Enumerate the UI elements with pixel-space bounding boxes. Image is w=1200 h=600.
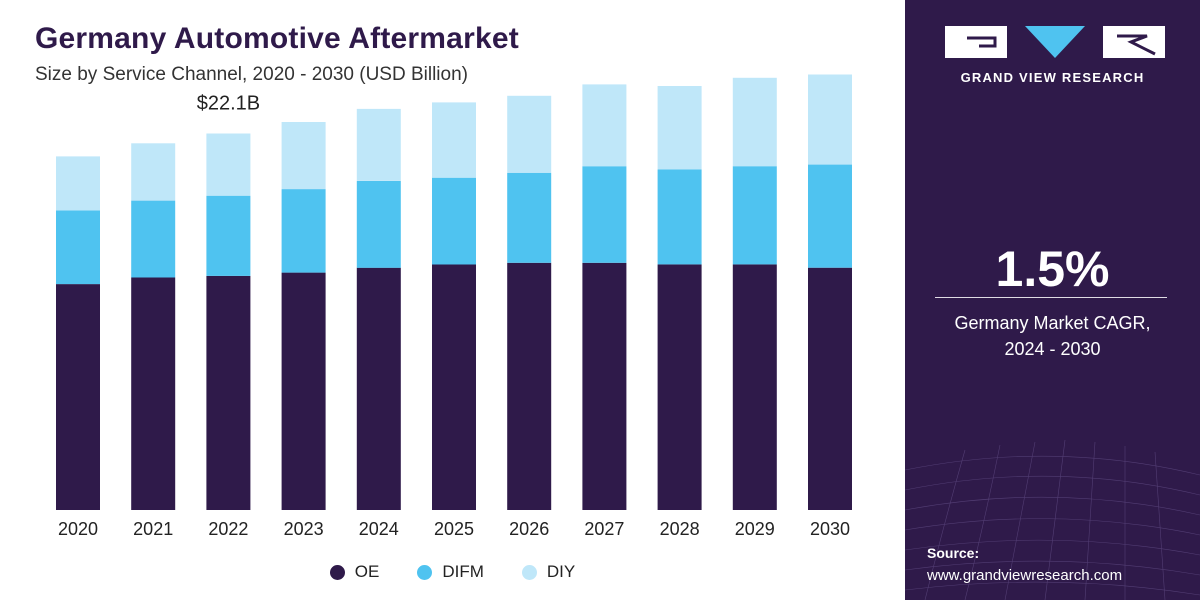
source-title: Source: (927, 545, 980, 561)
bar-diy-2028 (657, 86, 702, 170)
cagr-label-line2: 2024 - 2030 (1004, 339, 1101, 359)
bar-difm-2022 (206, 195, 251, 276)
bar-diy-2022 (206, 133, 251, 196)
bar-difm-2020 (56, 210, 100, 285)
bar-difm-2026 (507, 172, 552, 263)
cagr-value: 1.5% (995, 241, 1110, 297)
x-tick-label: 2023 (284, 519, 324, 539)
legend-swatch-diy (521, 564, 537, 580)
decorative-grid (905, 439, 1200, 600)
legend-label-difm: DIFM (442, 562, 484, 581)
x-tick-label: 2028 (660, 519, 700, 539)
bar-diy-2021 (131, 143, 176, 201)
bar-diy-2020 (56, 156, 100, 211)
x-tick-label: 2026 (509, 519, 549, 539)
bar-diy-2024 (356, 108, 401, 181)
bar-oe-2021 (131, 277, 176, 510)
legend-item-difm: DIFM (417, 562, 484, 582)
bar-oe-2028 (657, 264, 702, 510)
bar-diy-2025 (432, 102, 476, 178)
x-tick-label: 2030 (810, 519, 850, 539)
x-tick-label: 2025 (434, 519, 474, 539)
bar-oe-2025 (432, 264, 476, 510)
x-tick-label: 2021 (133, 519, 173, 539)
bar-oe-2030 (808, 267, 852, 510)
cagr-label: Germany Market CAGR, 2024 - 2030 (905, 310, 1200, 362)
bar-diy-2023 (281, 122, 326, 190)
cagr-divider (935, 297, 1167, 298)
bar-diy-2029 (732, 77, 777, 167)
bar-oe-2022 (206, 275, 251, 510)
bar-difm-2021 (131, 200, 176, 278)
legend-swatch-difm (417, 564, 433, 580)
data-label-total: $22.1B (197, 93, 260, 115)
x-tick-label: 2029 (735, 519, 775, 539)
bar-difm-2024 (356, 181, 401, 268)
bar-oe-2024 (356, 267, 401, 510)
bar-oe-2020 (56, 284, 100, 510)
bar-difm-2025 (432, 177, 476, 265)
legend-label-oe: OE (354, 562, 380, 581)
chart-title: Germany Automotive Aftermarket (35, 22, 519, 55)
bar-diy-2026 (507, 95, 552, 173)
legend-swatch-oe (329, 564, 345, 580)
legend: OE DIFM DIY (0, 562, 905, 582)
legend-item-diy: DIY (521, 562, 576, 582)
bar-difm-2029 (732, 166, 777, 265)
bar-oe-2027 (582, 262, 627, 510)
bar-difm-2030 (808, 164, 852, 268)
brand-name: GRAND VIEW RESEARCH (960, 70, 1145, 85)
bar-oe-2029 (732, 264, 777, 510)
bar-difm-2023 (281, 189, 326, 273)
bar-diy-2027 (582, 84, 627, 167)
chart-area: Germany Automotive Aftermarket Size by S… (0, 22, 905, 582)
x-tick-label: 2020 (58, 519, 98, 539)
bar-difm-2028 (657, 169, 702, 265)
x-tick-label: 2027 (584, 519, 624, 539)
bar-oe-2023 (281, 272, 326, 510)
cagr-label-line1: Germany Market CAGR, (954, 313, 1151, 333)
x-tick-label: 2024 (359, 519, 399, 539)
side-panel: GRAND VIEW RESEARCH 1.5% Germany Market … (905, 0, 1200, 600)
x-tick-label: 2022 (208, 519, 248, 539)
source-url[interactable]: www.grandviewresearch.com (927, 567, 1123, 584)
stacked-bar-chart: 2020 2021 2022 $22.1B 2023 2024 2025 2026 2027 20… (56, 74, 852, 539)
bar-diy-2030 (808, 74, 852, 165)
legend-item-oe: OE (329, 562, 380, 582)
bar-difm-2027 (582, 166, 627, 263)
grand-view-research-logo (945, 26, 1165, 58)
legend-label-diy: DIY (546, 562, 576, 581)
bar-oe-2026 (507, 262, 552, 510)
chart-subtitle: Size by Service Channel, 2020 - 2030 (US… (35, 64, 468, 85)
